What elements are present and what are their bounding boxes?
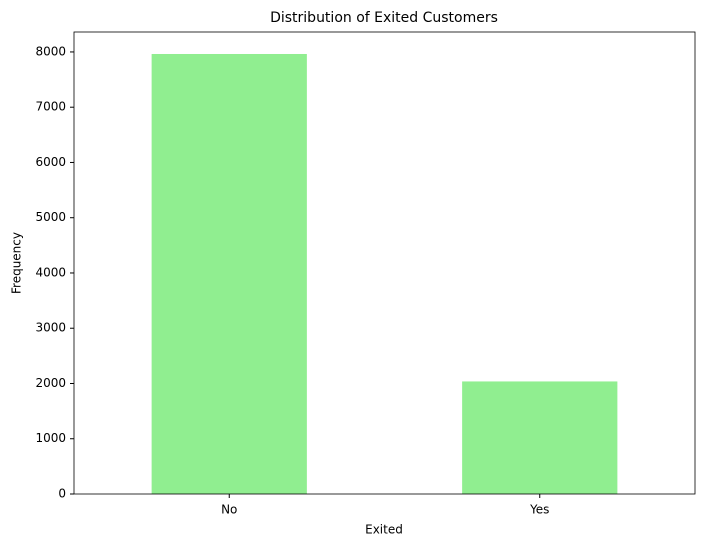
chart-title: Distribution of Exited Customers <box>270 10 498 26</box>
y-tick-label: 1000 <box>35 431 66 445</box>
y-tick-label: 8000 <box>35 44 66 58</box>
y-axis-label: Frequency <box>10 232 24 294</box>
x-axis-label: Exited <box>365 523 403 537</box>
y-tick-label: 4000 <box>35 265 66 279</box>
bar <box>462 381 618 494</box>
x-tick-label: Yes <box>529 503 549 517</box>
y-tick-label: 6000 <box>35 155 66 169</box>
y-tick-label: 3000 <box>35 321 66 335</box>
y-tick-label: 7000 <box>35 100 66 114</box>
y-tick-label: 2000 <box>35 376 66 390</box>
bar <box>151 53 307 495</box>
y-tick-label: 0 <box>58 487 66 501</box>
x-tick-label: No <box>221 503 237 517</box>
y-tick-label: 5000 <box>35 210 66 224</box>
plot-frame <box>73 31 696 495</box>
